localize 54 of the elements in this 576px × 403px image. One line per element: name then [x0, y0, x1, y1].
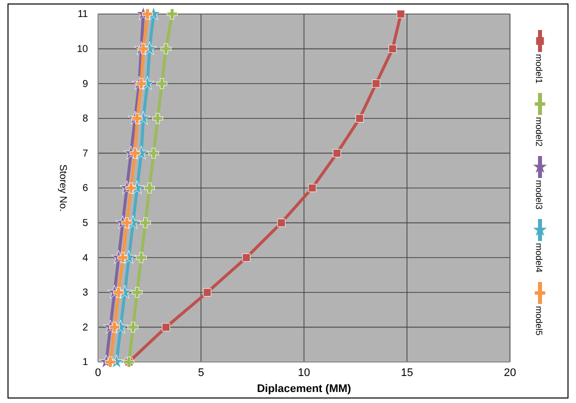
point: [277, 218, 286, 227]
point: [142, 8, 153, 20]
y-tick-label: 1: [82, 357, 88, 368]
point: [166, 8, 178, 20]
point: [130, 148, 141, 159]
y-tick-label: 10: [76, 44, 88, 55]
y-tick-label: 6: [82, 183, 88, 194]
x-tick-label: 15: [400, 366, 414, 379]
legend-label: model1: [534, 54, 544, 84]
point: [332, 149, 342, 158]
x-tick-label: 10: [298, 366, 310, 379]
point: [121, 217, 132, 228]
point: [113, 286, 124, 298]
point: [132, 112, 143, 124]
y-tick-label: 5: [82, 218, 88, 229]
y-axis-title: Storey No.: [57, 164, 68, 212]
point: [140, 217, 151, 228]
x-tick-label: 5: [198, 366, 204, 379]
point: [156, 78, 168, 90]
point: [242, 253, 250, 262]
point: [160, 43, 172, 54]
y-tick-label: 9: [82, 78, 88, 90]
legend-label: model2: [534, 117, 544, 147]
x-axis-title: Diplacement (MM): [256, 383, 352, 395]
point: [138, 43, 149, 54]
x-tick-label: 0: [94, 366, 102, 379]
y-tick-label: 2: [82, 322, 88, 334]
y-tick-label: 7: [82, 148, 88, 160]
point: [203, 288, 212, 297]
point: [132, 286, 143, 298]
point: [136, 252, 147, 264]
point: [117, 252, 128, 264]
point: [308, 184, 316, 192]
point: [388, 44, 397, 53]
point: [372, 79, 380, 88]
point: [136, 78, 147, 90]
y-tick-label: 11: [78, 9, 88, 20]
point: [396, 10, 405, 18]
legend-label: model4: [534, 243, 544, 273]
x-tick-label: 20: [504, 366, 516, 379]
y-tick-label: 4: [82, 252, 88, 264]
point: [152, 112, 164, 124]
point: [162, 323, 170, 332]
point: [144, 182, 155, 194]
point: [104, 356, 116, 368]
legend-label: model5: [534, 306, 544, 336]
legend-label: model3: [534, 180, 544, 210]
y-tick-label: 3: [82, 288, 88, 299]
point: [126, 182, 136, 194]
point: [355, 114, 364, 123]
point: [109, 322, 120, 333]
point: [148, 148, 160, 159]
point: [128, 322, 138, 333]
y-tick-label: 8: [82, 114, 88, 125]
